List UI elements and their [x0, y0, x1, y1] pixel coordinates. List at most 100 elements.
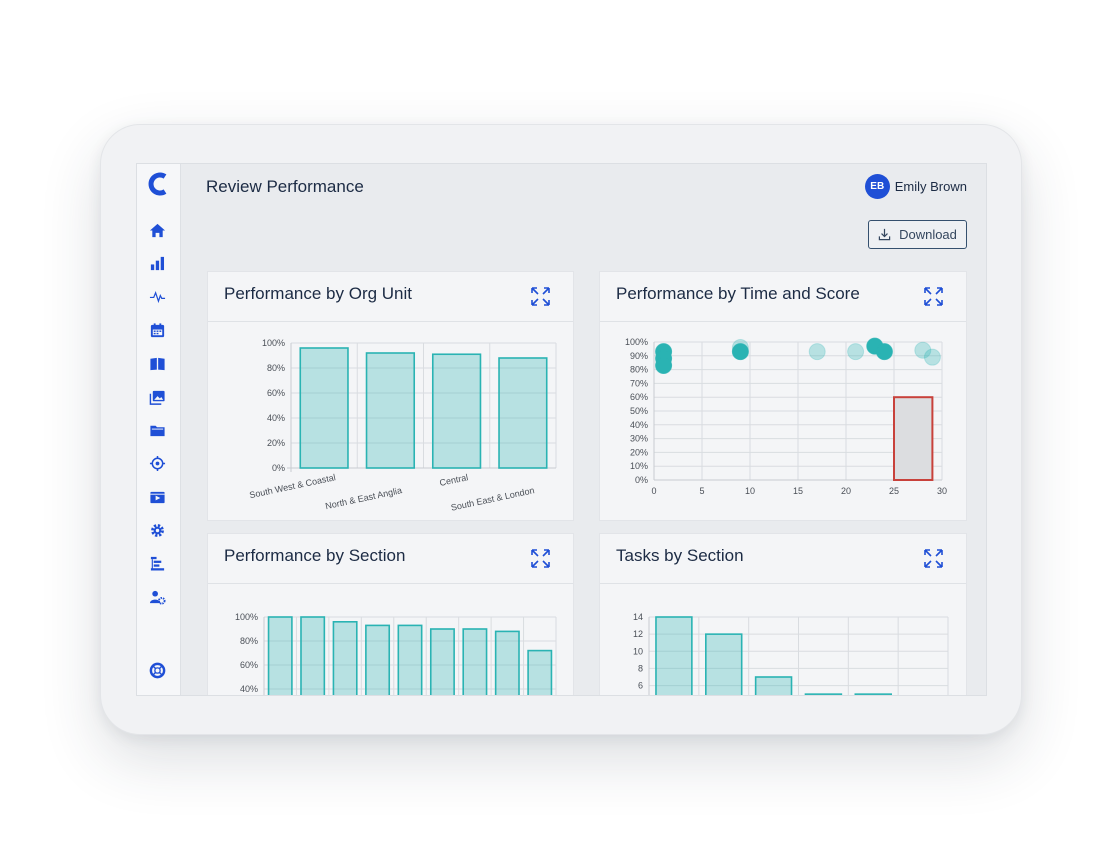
- bar: [494, 630, 520, 695]
- x-tick-label: South East & London: [450, 485, 535, 512]
- bar: [429, 628, 455, 695]
- highlight-region: [893, 396, 934, 481]
- user-settings-icon[interactable]: [148, 588, 166, 606]
- x-tick-label: 5: [699, 486, 704, 496]
- page-title: Review Performance: [206, 177, 364, 196]
- y-tick-label: 0%: [635, 475, 648, 485]
- bar: [705, 633, 743, 695]
- y-tick-label: 10: [633, 646, 643, 656]
- y-tick-label: 80%: [240, 636, 258, 646]
- y-tick-label: 100%: [262, 338, 285, 348]
- data-point: [808, 343, 826, 361]
- download-button[interactable]: Download: [868, 220, 967, 249]
- y-tick-label: 50%: [630, 406, 648, 416]
- activity-icon[interactable]: [148, 287, 166, 305]
- card-header: Performance by Org Unit: [208, 272, 573, 322]
- y-tick-label: 8: [638, 663, 643, 673]
- settings-icon[interactable]: [148, 521, 166, 539]
- bar: [754, 676, 793, 695]
- y-tick-label: 100%: [625, 337, 648, 347]
- expand-icon[interactable]: [530, 548, 551, 569]
- y-tick-label: 30%: [630, 434, 648, 444]
- folder-icon[interactable]: [148, 421, 166, 439]
- card-performance-by-section: Performance by Section 20%40%60%80%100%: [207, 533, 574, 695]
- y-tick-label: 10%: [630, 461, 648, 471]
- expand-icon[interactable]: [923, 548, 944, 569]
- user-menu[interactable]: EB Emily Brown: [864, 174, 967, 199]
- x-tick-label: 0: [651, 486, 656, 496]
- y-tick-label: 12: [633, 629, 643, 639]
- help-icon[interactable]: [148, 661, 166, 679]
- y-tick-label: 6: [638, 681, 643, 691]
- y-tick-label: 20%: [630, 447, 648, 457]
- bar: [655, 616, 693, 695]
- y-tick-label: 60%: [267, 388, 285, 398]
- data-point: [875, 343, 893, 361]
- bar: [300, 616, 326, 695]
- y-tick-label: 100%: [235, 612, 258, 622]
- card-title: Performance by Org Unit: [224, 284, 413, 303]
- bar: [397, 624, 423, 695]
- y-tick-label: 20%: [267, 438, 285, 448]
- card-title: Performance by Time and Score: [616, 284, 860, 303]
- org-unit-bar-chart: 0% 20% 40% 60% 80% 100% South West & CoastalNo…: [248, 338, 557, 513]
- x-tick-label: 10: [745, 486, 755, 496]
- data-point: [847, 343, 865, 361]
- data-point: [923, 348, 941, 366]
- data-point: [655, 356, 673, 374]
- time-score-scatter-chart: 0% 10% 20% 30% 40% 50% 60% 70% 80% 90% 100% 0 5 10 15 2…: [625, 337, 947, 496]
- y-tick-label: 80%: [267, 363, 285, 373]
- y-tick-label: 60%: [240, 660, 258, 670]
- y-tick-label: 40%: [240, 684, 258, 694]
- y-tick-label: 60%: [630, 392, 648, 402]
- bar: [365, 352, 416, 469]
- y-tick-label: 40%: [267, 413, 285, 423]
- card-performance-by-org-unit: Performance by Org Unit 0% 20% 40% 60% 80% 10…: [207, 271, 574, 521]
- y-tick-label: 80%: [630, 365, 648, 375]
- x-tick-label: Central: [439, 472, 469, 488]
- avatar[interactable]: EB: [864, 174, 890, 199]
- card-header: Performance by Time and Score: [600, 272, 966, 322]
- bar: [462, 628, 488, 695]
- sidebar: [137, 164, 181, 695]
- download-label: Download: [899, 227, 957, 242]
- x-tick-label: 25: [889, 486, 899, 496]
- card-title: Performance by Section: [224, 546, 406, 565]
- data-point: [731, 343, 749, 361]
- y-tick-label: 90%: [630, 351, 648, 361]
- y-tick-label: 40%: [630, 420, 648, 430]
- bar: [854, 693, 892, 695]
- x-tick-label: 30: [937, 486, 947, 496]
- card-header: Performance by Section: [208, 534, 573, 584]
- gallery-icon[interactable]: [148, 388, 166, 406]
- card-performance-by-time-and-score: Performance by Time and Score 0% 10% 20% 30…: [599, 271, 967, 521]
- book-icon[interactable]: [148, 354, 166, 372]
- expand-icon[interactable]: [530, 286, 551, 307]
- hierarchy-icon[interactable]: [148, 554, 166, 572]
- data-point: [914, 341, 932, 359]
- home-icon[interactable]: [148, 221, 166, 239]
- y-tick-label: 14: [633, 612, 643, 622]
- calendar-icon[interactable]: [148, 321, 166, 339]
- bar: [299, 347, 349, 469]
- expand-icon[interactable]: [923, 286, 944, 307]
- user-name[interactable]: Emily Brown: [894, 179, 967, 194]
- video-icon[interactable]: [148, 488, 166, 506]
- bar: [365, 624, 391, 695]
- bar: [267, 616, 293, 695]
- x-tick-label: South West & Coastal: [248, 472, 336, 500]
- card-title: Tasks by Section: [616, 546, 744, 565]
- x-tick-label: 15: [793, 486, 803, 496]
- section-performance-bar-chart: 20%40%60%80%100%: [235, 612, 557, 695]
- y-tick-label: 0%: [272, 463, 285, 473]
- bar: [804, 693, 843, 695]
- x-tick-label: North & East Anglia: [324, 485, 402, 511]
- bar: [431, 353, 482, 469]
- bar-chart-icon[interactable]: [148, 254, 166, 272]
- x-tick-label: 20: [841, 486, 851, 496]
- card-tasks-by-section: Tasks by Section 468101214: [599, 533, 967, 695]
- brand-logo: [148, 172, 167, 196]
- main-content: Review Performance EB Emily Brown Downlo…: [181, 164, 986, 695]
- target-icon[interactable]: [148, 454, 166, 472]
- card-header: Tasks by Section: [600, 534, 966, 584]
